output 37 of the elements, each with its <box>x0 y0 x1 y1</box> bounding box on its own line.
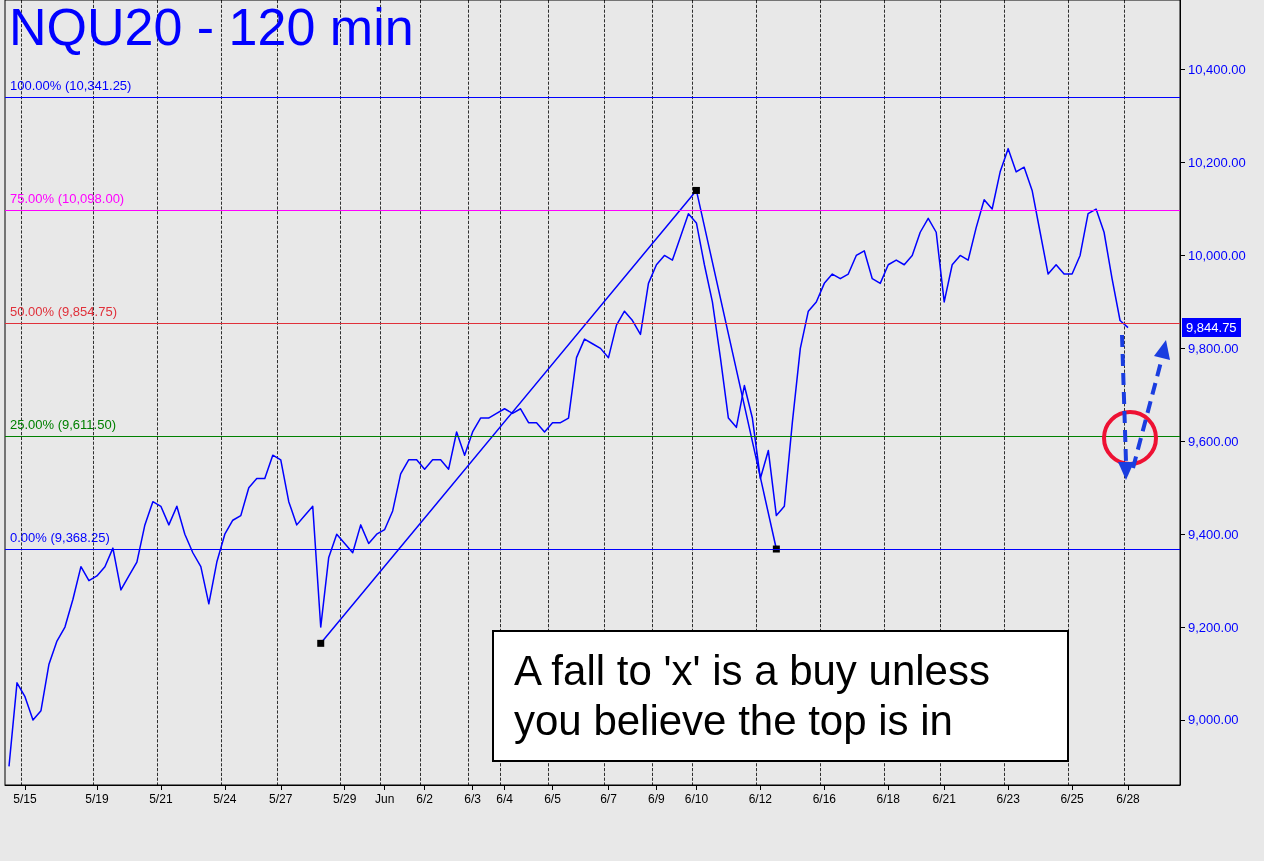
x-tick-label: 5/27 <box>269 792 293 806</box>
chart-title: NQU20 - 120 min <box>9 0 414 56</box>
x-tick-label: 6/25 <box>1060 792 1085 806</box>
ref-line-label: 100.00% (10,341.25) <box>10 77 132 93</box>
x-tick-label: 5/24 <box>213 792 237 806</box>
x-tick-label: 6/16 <box>812 792 837 806</box>
x-tick-label: 6/18 <box>876 792 901 806</box>
x-tick-label: 5/15 <box>13 792 37 806</box>
x-tick-label: 6/28 <box>1116 792 1141 806</box>
x-tick-label: 6/23 <box>996 792 1021 806</box>
x-tick-label: 6/9 <box>648 792 666 806</box>
text: 9,844.75 <box>1182 317 1241 337</box>
x-tick-label: 6/2 <box>416 792 434 806</box>
y-tick-label: 9,600.00 <box>1188 433 1239 449</box>
ref-line-label: 50.00% (9,854.75) <box>10 303 117 319</box>
x-tick-label: 6/4 <box>496 792 514 806</box>
y-tick-label: 9,000.00 <box>1188 712 1239 728</box>
y-tick-label: 10,000.00 <box>1188 247 1246 263</box>
y-tick-label: 9,400.00 <box>1188 526 1239 542</box>
ref-line-label: 75.00% (10,098.00) <box>10 190 125 206</box>
x-tick-label: 5/21 <box>149 792 173 806</box>
x-tick-label: 6/10 <box>684 792 709 806</box>
x-tick-label: 6/21 <box>932 792 957 806</box>
y-tick-label: 9,800.00 <box>1188 340 1239 356</box>
y-tick-label: 9,200.00 <box>1188 619 1239 635</box>
x-tick-label: 6/3 <box>464 792 482 806</box>
x-tick-label: 6/7 <box>600 792 618 806</box>
ref-line-label: 0.00% (9,368.25) <box>10 529 110 545</box>
annotation: A fall to 'x' is a buy unless you believe the top is in <box>492 630 1069 762</box>
y-tick-label: 10,200.00 <box>1188 155 1246 171</box>
x-tick-label: 5/19 <box>85 792 109 806</box>
y-tick-label: 10,400.00 <box>1188 62 1246 78</box>
ref-line-label: 25.00% (9,611.50) <box>10 416 116 432</box>
x-tick-label: 6/5 <box>544 792 562 806</box>
x-tick-label: 5/29 <box>333 792 357 806</box>
x-tick-label: Jun <box>375 792 395 806</box>
x-tick-label: 6/12 <box>748 792 773 806</box>
